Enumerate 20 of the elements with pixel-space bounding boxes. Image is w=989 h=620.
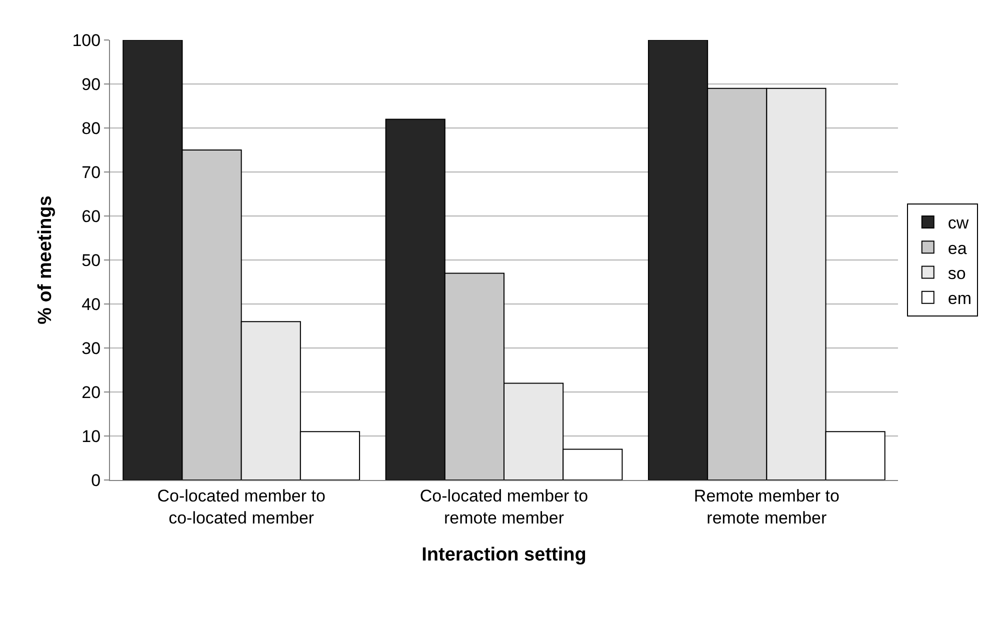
y-tick-label: 80	[82, 118, 101, 138]
y-axis-title: % of meetings	[35, 196, 56, 324]
x-tick-label: Co-located member to remote member	[420, 486, 588, 528]
y-tick-label: 100	[72, 30, 101, 50]
x-tick-label: Co-located member to co-located member	[157, 486, 326, 528]
legend-label: so	[948, 264, 966, 283]
legend-label: ea	[948, 238, 968, 258]
y-tick-label: 60	[82, 206, 101, 226]
y-tick-label: 40	[82, 294, 101, 314]
y-tick-label: 10	[82, 426, 101, 446]
y-tick-label: 50	[82, 250, 101, 270]
legend-label: em	[948, 288, 972, 308]
y-tick-label: 20	[82, 382, 101, 402]
y-tick-label: 70	[82, 162, 101, 182]
x-tick-label: Remote member to remote member	[694, 486, 840, 528]
y-tick-label: 30	[82, 338, 101, 358]
y-tick-label: 90	[82, 74, 101, 94]
x-axis-title: Interaction setting	[422, 544, 586, 566]
legend-label: cw	[948, 214, 970, 233]
y-tick-label: 0	[91, 470, 101, 490]
